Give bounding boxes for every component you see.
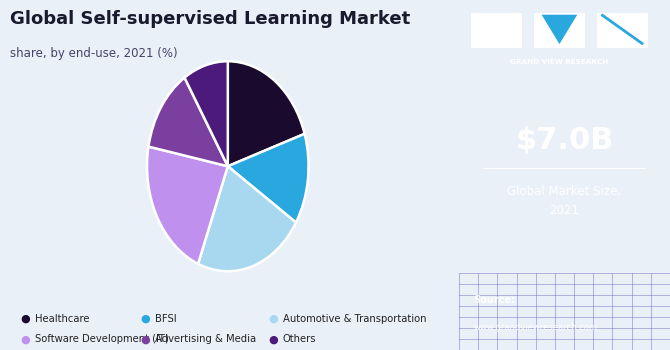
Polygon shape: [541, 15, 578, 44]
Text: www.grandviewresearch.com: www.grandviewresearch.com: [474, 323, 598, 332]
FancyBboxPatch shape: [471, 13, 522, 48]
Text: Healthcare: Healthcare: [35, 314, 89, 323]
Wedge shape: [147, 147, 228, 264]
FancyBboxPatch shape: [597, 13, 648, 48]
Text: Global Market Size,
2021: Global Market Size, 2021: [507, 186, 622, 217]
Text: GRAND VIEW RESEARCH: GRAND VIEW RESEARCH: [511, 58, 608, 65]
Text: BFSI: BFSI: [155, 314, 177, 323]
Text: ●: ●: [268, 314, 278, 323]
Text: Source:: Source:: [474, 295, 516, 304]
Text: ●: ●: [20, 335, 30, 344]
Text: Global Self-supervised Learning Market: Global Self-supervised Learning Market: [10, 10, 410, 28]
Text: ●: ●: [20, 314, 30, 323]
Wedge shape: [228, 134, 309, 223]
Text: share, by end-use, 2021 (%): share, by end-use, 2021 (%): [10, 47, 178, 60]
Wedge shape: [149, 78, 228, 166]
FancyBboxPatch shape: [534, 13, 585, 48]
Text: ●: ●: [268, 335, 278, 344]
Text: $7.0B: $7.0B: [515, 126, 614, 154]
Wedge shape: [184, 61, 228, 166]
Text: Others: Others: [283, 335, 316, 344]
Wedge shape: [228, 61, 305, 166]
Wedge shape: [198, 166, 296, 271]
Text: Advertising & Media: Advertising & Media: [155, 335, 257, 344]
Text: Automotive & Transportation: Automotive & Transportation: [283, 314, 426, 323]
Text: Software Development (IT): Software Development (IT): [35, 335, 169, 344]
Text: ●: ●: [141, 335, 151, 344]
Text: ●: ●: [141, 314, 151, 323]
